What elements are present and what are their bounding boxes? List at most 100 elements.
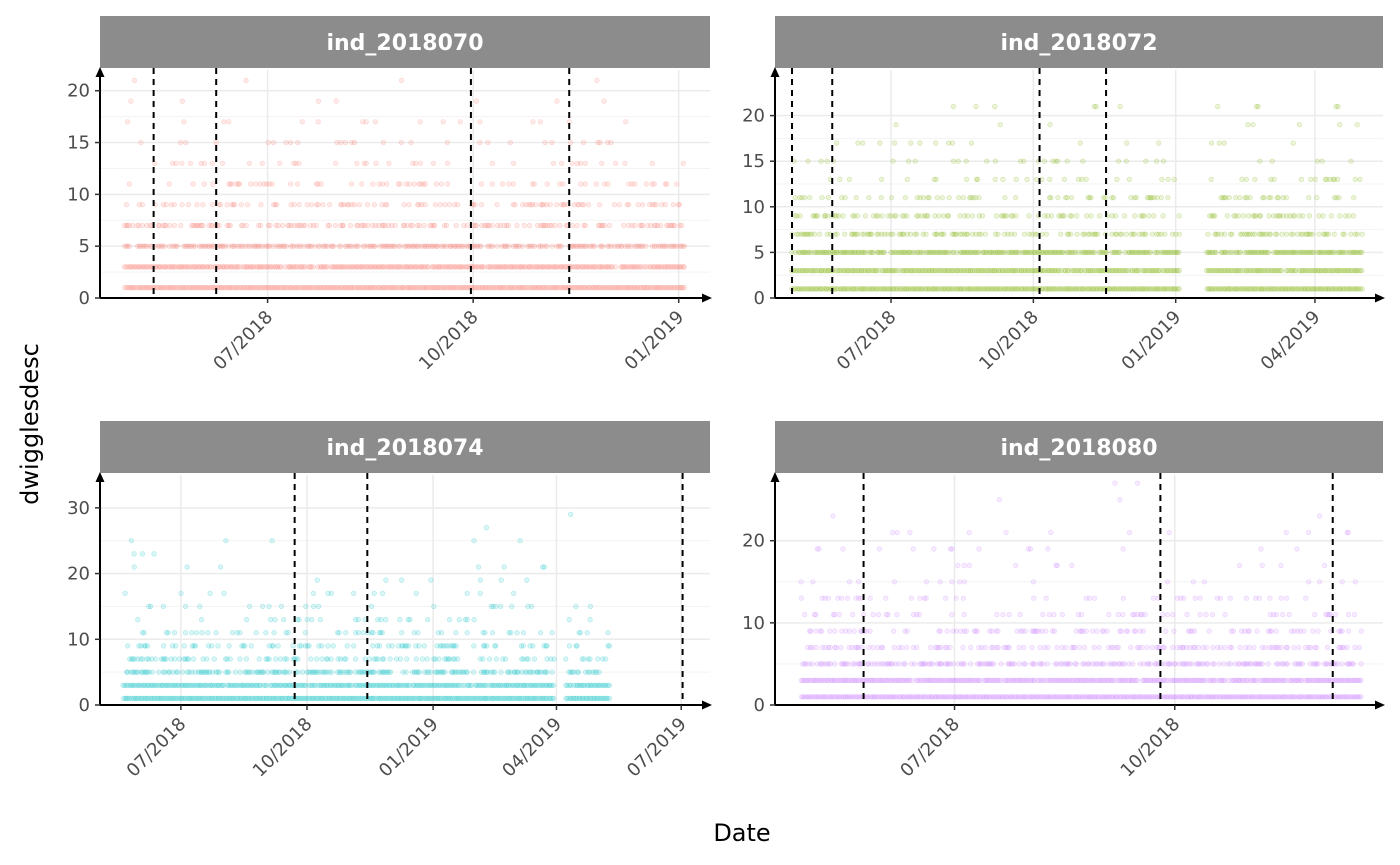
data-point (920, 195, 926, 201)
data-point (175, 264, 181, 270)
data-point (528, 202, 534, 208)
data-point (268, 616, 274, 623)
data-point (1117, 103, 1123, 110)
data-point (539, 264, 546, 270)
data-point (626, 243, 632, 249)
data-point (632, 243, 638, 249)
data-point (646, 202, 653, 208)
data-point (417, 160, 424, 166)
data-point (418, 264, 424, 270)
data-point (558, 160, 565, 166)
data-point (315, 285, 322, 291)
data-point (597, 222, 603, 229)
data-point (376, 264, 382, 270)
data-point (199, 616, 205, 623)
data-point (264, 181, 270, 187)
data-point (316, 603, 322, 610)
data-point (615, 243, 622, 249)
data-point (389, 264, 395, 270)
data-point (549, 222, 555, 229)
data-point (259, 285, 266, 291)
data-point (157, 264, 163, 270)
data-point (453, 630, 459, 636)
data-point (382, 202, 389, 208)
data-point (247, 603, 253, 610)
data-point (648, 285, 654, 291)
data-point (416, 264, 422, 270)
data-point (557, 222, 563, 229)
data-point (400, 285, 406, 291)
data-point (293, 285, 299, 291)
data-point (431, 222, 437, 229)
data-point (189, 630, 195, 636)
data-point (275, 222, 281, 229)
data-point (144, 243, 150, 249)
data-point (224, 202, 230, 208)
data-point (378, 285, 384, 291)
data-point (1359, 231, 1365, 237)
data-point (220, 160, 226, 166)
data-point (655, 285, 662, 291)
data-point (936, 213, 942, 219)
data-point (1357, 176, 1363, 182)
data-point (475, 264, 481, 270)
data-point (139, 202, 145, 208)
data-point (355, 243, 361, 249)
data-point (824, 213, 830, 219)
data-point (477, 139, 483, 146)
data-point (403, 243, 409, 249)
data-point (430, 264, 436, 270)
data-point (190, 222, 196, 229)
data-point (149, 669, 155, 675)
data-point (386, 285, 392, 291)
data-point (209, 643, 215, 649)
data-point (670, 285, 677, 291)
data-point (175, 669, 181, 675)
data-point (485, 285, 491, 291)
data-point (792, 195, 798, 201)
data-point (206, 222, 212, 229)
data-point (288, 181, 294, 187)
data-point (485, 264, 491, 270)
data-point (630, 285, 637, 291)
data-point (1221, 140, 1227, 146)
data-point (632, 264, 638, 270)
data-point (597, 139, 603, 146)
data-point (221, 590, 227, 596)
data-point (190, 285, 197, 291)
data-point (579, 243, 585, 249)
data-point (539, 202, 545, 208)
data-point (562, 285, 568, 291)
data-point (349, 202, 355, 208)
data-point (485, 139, 491, 146)
data-point (550, 160, 557, 166)
data-point (502, 656, 509, 662)
data-point (599, 160, 605, 166)
data-point (576, 243, 582, 249)
data-point (125, 643, 131, 649)
data-point (1337, 122, 1343, 128)
data-point (678, 264, 684, 270)
data-point (301, 285, 307, 291)
data-point (1229, 231, 1235, 237)
data-point (672, 222, 678, 229)
data-point (294, 243, 300, 249)
data-point (413, 243, 419, 249)
data-point (218, 202, 224, 208)
data-point (515, 285, 521, 291)
data-point (277, 243, 283, 249)
data-point (1096, 644, 1102, 651)
data-point (411, 243, 417, 249)
data-point (403, 285, 410, 291)
data-point (672, 264, 678, 270)
data-point (579, 264, 585, 270)
data-point (332, 222, 339, 229)
data-point (1126, 176, 1132, 182)
data-point (1328, 213, 1334, 219)
data-point (139, 551, 145, 557)
data-point (600, 243, 606, 249)
data-point (1159, 176, 1165, 182)
data-point (400, 222, 407, 229)
data-point (390, 264, 397, 270)
data-point (209, 222, 215, 229)
